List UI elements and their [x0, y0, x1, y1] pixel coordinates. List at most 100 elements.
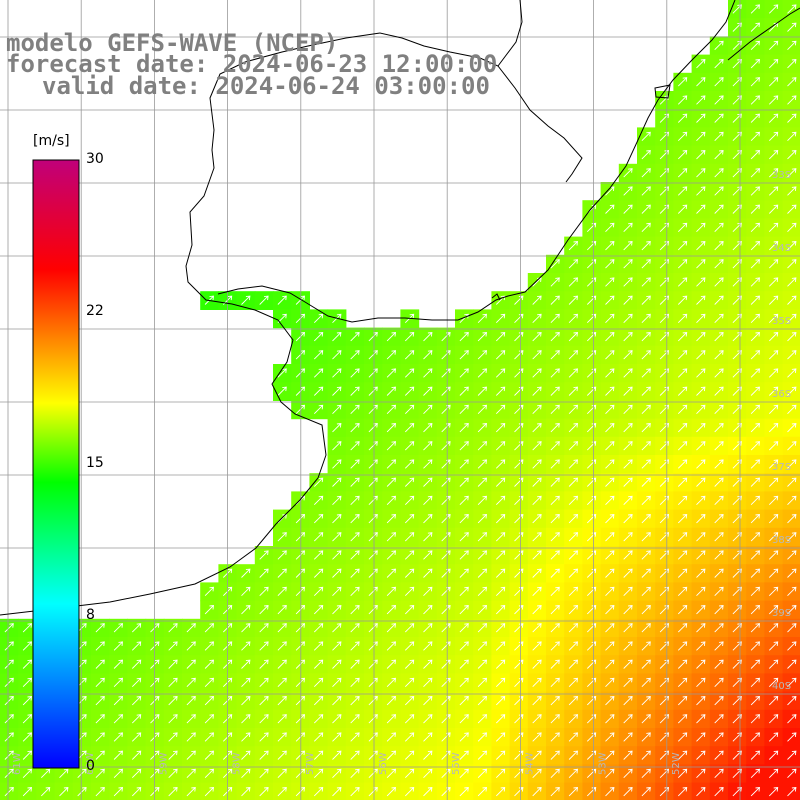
wind-arrow	[677, 750, 688, 760]
wind-arrow	[605, 786, 615, 797]
wind-arrow	[768, 222, 779, 233]
wind-arrow	[313, 513, 324, 524]
wind-arrow	[332, 550, 342, 560]
wind-arrow	[623, 277, 633, 287]
wind-arrow	[368, 532, 378, 542]
wind-arrow	[623, 350, 633, 360]
wind-arrow	[295, 404, 306, 415]
wind-arrow	[204, 768, 215, 779]
colorbar-tick-15: 15	[86, 455, 104, 471]
wind-arrow	[750, 204, 761, 214]
wind-arrow	[605, 568, 615, 578]
wind-arrow	[168, 695, 178, 706]
wind-arrow	[677, 659, 688, 669]
wind-arrow	[459, 386, 469, 396]
wind-arrow	[313, 586, 324, 597]
wind-arrow	[768, 277, 779, 287]
wind-arrow	[22, 786, 33, 797]
wind-arrow	[677, 313, 688, 324]
latitude-label: 40S	[772, 681, 791, 692]
wind-arrow	[22, 695, 33, 706]
wind-arrow	[295, 350, 306, 360]
wind-arrow	[40, 786, 51, 797]
wind-arrow	[641, 404, 651, 415]
wind-arrow	[241, 623, 251, 633]
wind-arrow	[550, 550, 560, 560]
wind-arrow	[186, 750, 196, 760]
wind-arrow	[714, 313, 724, 324]
wind-arrow	[696, 240, 706, 251]
wind-arrow	[386, 659, 397, 669]
wind-arrow	[22, 750, 33, 760]
wind-arrow	[495, 641, 506, 651]
wind-arrow	[714, 95, 724, 105]
wind-arrow	[750, 659, 761, 669]
wind-arrow	[95, 768, 105, 779]
wind-arrow	[787, 168, 797, 178]
wind-arrow	[386, 459, 397, 469]
wind-arrow	[550, 295, 560, 305]
wind-arrow	[605, 240, 615, 251]
wind-arrow	[605, 386, 615, 396]
wind-arrow	[477, 750, 488, 760]
wind-arrow	[423, 623, 433, 633]
wind-arrow	[677, 459, 688, 469]
wind-arrow	[168, 677, 178, 688]
wind-arrow	[550, 714, 560, 724]
wind-arrow	[386, 441, 397, 451]
wind-arrow	[605, 604, 615, 615]
wind-arrow	[423, 677, 433, 688]
wind-arrow	[787, 368, 797, 378]
wind-arrow	[750, 331, 761, 342]
wind-arrow	[605, 204, 615, 214]
wind-arrow	[641, 149, 651, 160]
wind-arrow	[623, 623, 633, 633]
wind-arrow	[677, 604, 688, 615]
wind-arrow	[750, 350, 761, 360]
wind-arrow	[550, 477, 560, 487]
wind-arrow	[550, 441, 560, 451]
wind-arrow	[386, 732, 397, 742]
wind-arrow	[368, 459, 378, 469]
wind-arrow	[550, 568, 560, 578]
wind-arrow	[368, 331, 378, 342]
wind-arrow	[768, 386, 779, 396]
wind-arrow	[423, 586, 433, 597]
wind-arrow	[605, 768, 615, 779]
wind-arrow	[532, 422, 542, 433]
wind-arrow	[423, 550, 433, 560]
wind-arrow	[459, 532, 469, 542]
wind-arrow	[459, 350, 469, 360]
wind-arrow	[750, 22, 761, 32]
wind-arrow	[568, 368, 579, 378]
wind-arrow	[277, 368, 287, 378]
wind-arrow	[750, 368, 761, 378]
wind-arrow	[59, 786, 69, 797]
wind-arrow	[605, 422, 615, 433]
wind-arrow	[677, 714, 688, 724]
wind-arrow	[295, 604, 306, 615]
wind-arrow	[568, 786, 579, 797]
wind-arrow	[386, 623, 397, 633]
wind-arrow	[459, 550, 469, 560]
wind-arrow	[768, 714, 779, 724]
wind-arrow	[677, 113, 688, 123]
wind-arrow	[241, 641, 251, 651]
wind-arrow	[677, 532, 688, 542]
wind-arrow	[368, 786, 378, 797]
wind-arrow	[168, 768, 178, 779]
wind-arrow	[404, 604, 415, 615]
wind-arrow	[386, 477, 397, 487]
wind-arrow	[768, 495, 779, 506]
wind-arrow	[714, 131, 724, 142]
wind-arrow	[623, 404, 633, 415]
wind-arrow	[641, 732, 651, 742]
wind-arrow	[350, 404, 360, 415]
wind-arrow	[641, 659, 651, 669]
wind-arrow	[550, 586, 560, 597]
wind-arrow	[750, 714, 761, 724]
wind-arrow	[532, 750, 542, 760]
wind-arrow	[768, 149, 779, 160]
wind-arrow	[495, 677, 506, 688]
longitude-label: 58W	[232, 752, 243, 775]
